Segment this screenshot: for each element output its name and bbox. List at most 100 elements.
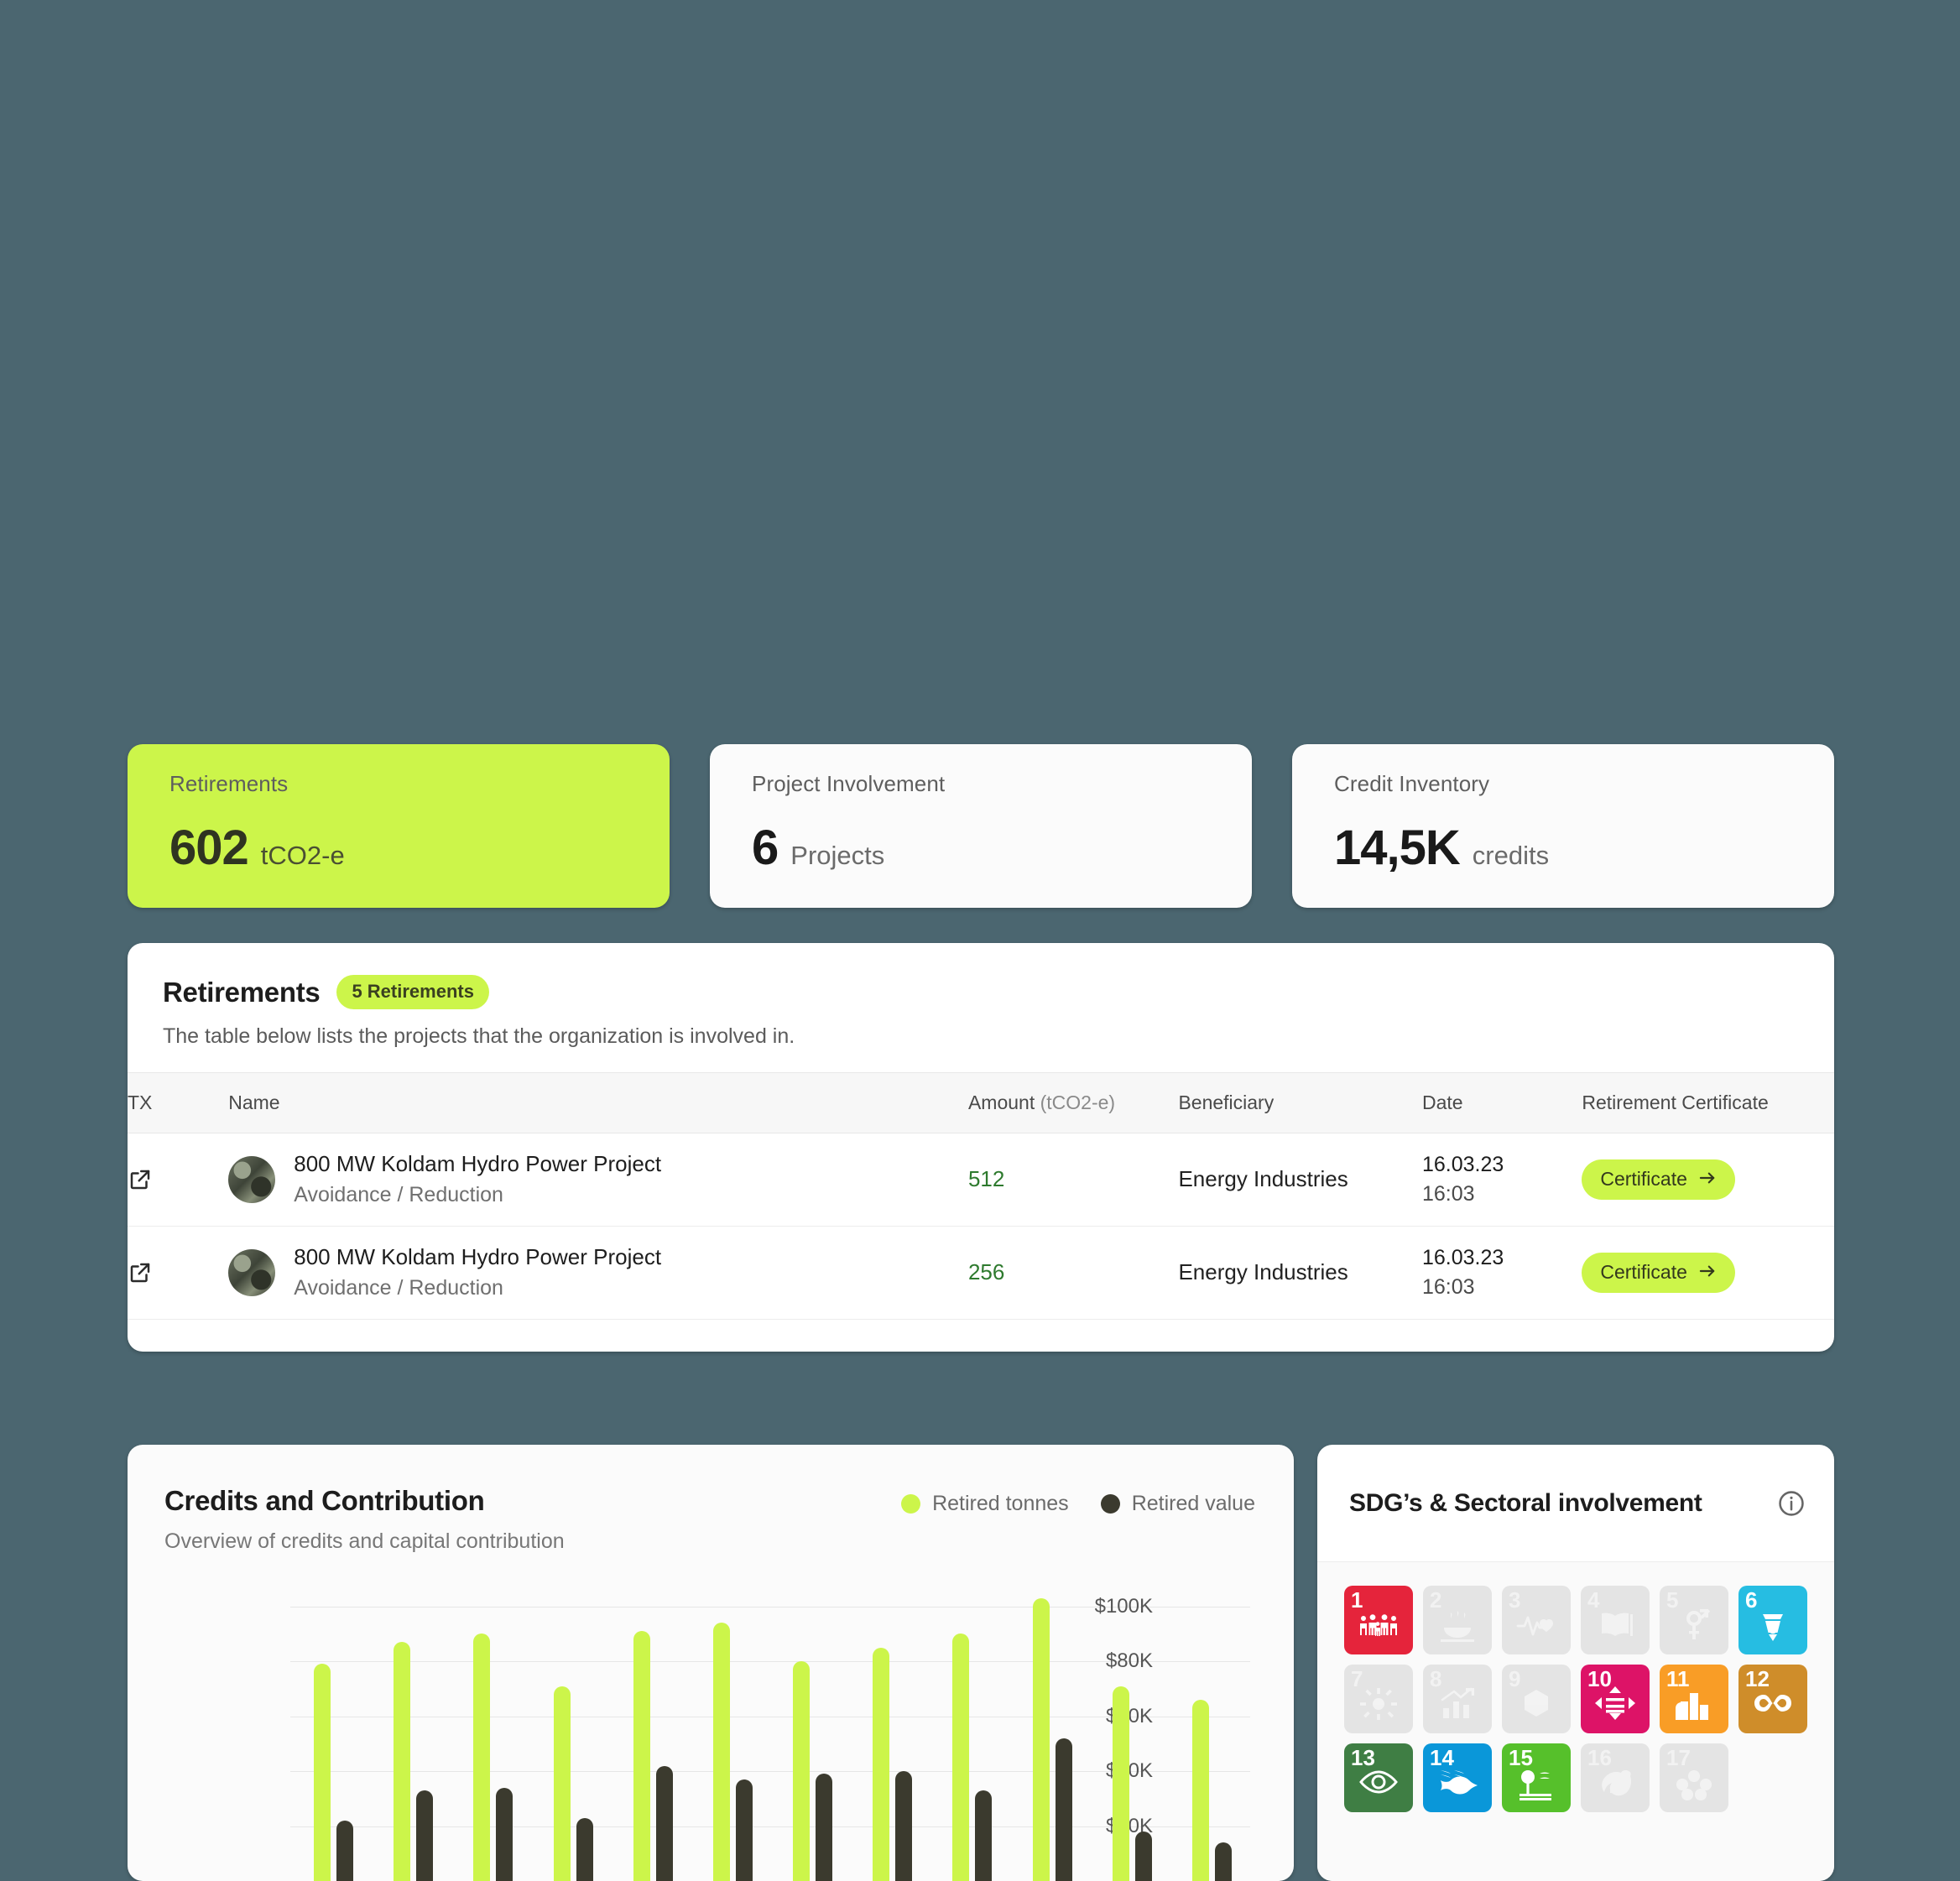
- sdg-goal-number: 4: [1587, 1587, 1600, 1613]
- bar-retired-value[interactable]: [336, 1821, 354, 1881]
- tree-icon: [1520, 1769, 1551, 1800]
- bar-group[interactable]: [1013, 1597, 1092, 1881]
- sdg-goal-11[interactable]: 11: [1660, 1665, 1728, 1733]
- cell-tx[interactable]: [128, 1133, 229, 1227]
- bar-group[interactable]: [453, 1634, 533, 1881]
- sdg-goal-number: 10: [1587, 1666, 1612, 1691]
- sdg-goal-number: 3: [1509, 1587, 1521, 1613]
- bar-retired-tonnes[interactable]: [1191, 1700, 1209, 1881]
- certificate-button[interactable]: Certificate: [1582, 1159, 1735, 1200]
- bar-group[interactable]: [534, 1686, 613, 1881]
- table-row[interactable]: 800 MW Koldam Hydro Power Project Avoida…: [128, 1133, 1834, 1227]
- bar-retired-tonnes[interactable]: [553, 1686, 571, 1881]
- sdg-goal-9[interactable]: 9: [1502, 1665, 1571, 1733]
- project-thumbnail: [228, 1155, 276, 1203]
- retirements-panel: Retirements 5 Retirements The table belo…: [128, 943, 1834, 1352]
- bar-retired-value[interactable]: [975, 1790, 993, 1881]
- bar-retired-value[interactable]: [655, 1765, 673, 1881]
- sdg-goal-17[interactable]: 17: [1660, 1743, 1728, 1812]
- sdg-goal-number: 11: [1666, 1666, 1690, 1691]
- sdg-goal-10[interactable]: 10: [1581, 1665, 1650, 1733]
- city-icon: [1676, 1692, 1708, 1720]
- project-name-cell: 800 MW Koldam Hydro Power Project Avoida…: [228, 1151, 968, 1207]
- bar-retired-value[interactable]: [895, 1771, 913, 1881]
- bar-group[interactable]: [932, 1634, 1012, 1881]
- bar-retired-tonnes[interactable]: [712, 1623, 730, 1881]
- chart-legend: Retired tonnes Retired value: [901, 1485, 1255, 1516]
- sdg-goal-13[interactable]: 13: [1344, 1743, 1413, 1812]
- bar-group[interactable]: [1092, 1686, 1172, 1881]
- legend-item-retired-tonnes[interactable]: Retired tonnes: [901, 1492, 1069, 1516]
- bar-group[interactable]: [693, 1623, 773, 1881]
- stat-card-retirements[interactable]: Retirements 602 tCO2-e: [128, 744, 670, 908]
- project-thumbnail: [228, 1248, 276, 1296]
- certificate-button[interactable]: Certificate: [1582, 1252, 1735, 1293]
- amount-value: 512: [967, 1166, 1005, 1192]
- bar-retired-value[interactable]: [1055, 1738, 1072, 1881]
- external-link-icon[interactable]: [128, 1260, 228, 1285]
- eye-globe-icon: [1359, 1770, 1398, 1794]
- cell-certificate: Certificate: [1582, 1133, 1834, 1227]
- chart-title-block: Credits and Contribution Overview of cre…: [164, 1485, 565, 1554]
- sdg-goal-3[interactable]: 3: [1502, 1586, 1571, 1654]
- bar-retired-tonnes[interactable]: [633, 1631, 650, 1881]
- sdg-goal-number: 16: [1587, 1745, 1612, 1770]
- bar-retired-tonnes[interactable]: [793, 1661, 811, 1881]
- sdg-goal-1[interactable]: 1: [1344, 1586, 1413, 1654]
- cell-tx[interactable]: [128, 1226, 229, 1320]
- legend-item-retired-value[interactable]: Retired value: [1100, 1492, 1255, 1516]
- sdg-goal-4[interactable]: 4: [1581, 1586, 1650, 1654]
- arrow-right-icon: [1698, 1168, 1717, 1191]
- bar-group[interactable]: [373, 1642, 453, 1881]
- sdg-goal-14[interactable]: 14: [1423, 1743, 1492, 1812]
- bar-group[interactable]: [852, 1647, 932, 1881]
- bar-retired-tonnes[interactable]: [952, 1634, 970, 1881]
- water-icon: [1763, 1613, 1783, 1641]
- chart-header: Credits and Contribution Overview of cre…: [128, 1445, 1294, 1554]
- bar-retired-value[interactable]: [1214, 1842, 1232, 1881]
- book-icon: [1602, 1613, 1633, 1636]
- bar-retired-value[interactable]: [1134, 1832, 1152, 1881]
- sdg-goal-7[interactable]: 7: [1344, 1665, 1413, 1733]
- external-link-icon[interactable]: [128, 1167, 228, 1192]
- sdg-goal-6[interactable]: 6: [1738, 1586, 1807, 1654]
- table-row[interactable]: 800 MW Koldam Hydro Power Project Avoida…: [128, 1226, 1834, 1320]
- cell-beneficiary: Energy Industries: [1178, 1226, 1422, 1320]
- column-header-certificate: Retirement Certificate: [1582, 1072, 1834, 1133]
- bar-group[interactable]: [773, 1661, 852, 1881]
- info-icon[interactable]: [1777, 1489, 1806, 1518]
- sdg-goal-number: 6: [1745, 1587, 1758, 1613]
- stat-label: Credit Inventory: [1334, 771, 1490, 796]
- stat-card-project-involvement[interactable]: Project Involvement 6 Projects: [710, 744, 1252, 908]
- stat-value: 14,5K: [1334, 821, 1461, 875]
- bar-group[interactable]: [613, 1631, 693, 1881]
- sdg-goal-12[interactable]: 12: [1738, 1665, 1807, 1733]
- sdg-goal-15[interactable]: 15: [1502, 1743, 1571, 1812]
- sdg-goal-2[interactable]: 2: [1423, 1586, 1492, 1654]
- stat-label: Retirements: [169, 771, 289, 796]
- stat-card-credit-inventory[interactable]: Credit Inventory 14,5K credits: [1292, 744, 1834, 908]
- sdg-goal-8[interactable]: 8: [1423, 1665, 1492, 1733]
- bar-retired-value[interactable]: [735, 1779, 753, 1881]
- bar-retired-tonnes[interactable]: [873, 1647, 890, 1881]
- sdg-goal-5[interactable]: 5: [1660, 1586, 1728, 1654]
- bar-retired-value[interactable]: [496, 1787, 513, 1881]
- bar-retired-tonnes[interactable]: [1032, 1597, 1050, 1881]
- cell-certificate: Certificate: [1582, 1226, 1834, 1320]
- bar-retired-tonnes[interactable]: [1112, 1686, 1129, 1881]
- credits-contribution-chart-panel: Credits and Contribution Overview of cre…: [128, 1445, 1294, 1881]
- bar-retired-tonnes[interactable]: [394, 1642, 411, 1881]
- dove-icon: [1602, 1769, 1631, 1796]
- sdg-goal-16[interactable]: 16: [1581, 1743, 1650, 1812]
- bar-retired-value[interactable]: [576, 1817, 593, 1881]
- stat-unit: tCO2-e: [260, 841, 345, 870]
- bar-retired-tonnes[interactable]: [314, 1664, 331, 1881]
- stat-label: Project Involvement: [752, 771, 946, 796]
- bar-retired-tonnes[interactable]: [473, 1634, 491, 1881]
- bar-group[interactable]: [1172, 1700, 1252, 1881]
- bar-retired-value[interactable]: [416, 1790, 434, 1881]
- sdg-goal-number: 15: [1509, 1745, 1533, 1770]
- bar-retired-value[interactable]: [816, 1774, 833, 1881]
- bar-group[interactable]: [294, 1664, 373, 1881]
- legend-label: Retired tonnes: [932, 1492, 1069, 1515]
